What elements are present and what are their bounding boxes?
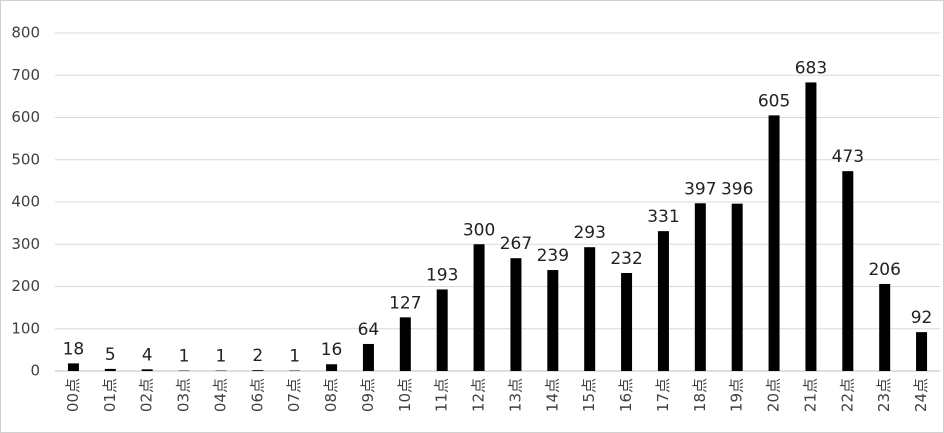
x-tick-label: 00点 xyxy=(64,378,82,412)
x-tick-label: 06点 xyxy=(248,378,266,412)
bar xyxy=(547,270,559,371)
x-tick-label: 14点 xyxy=(543,378,561,412)
x-tick-label: 20点 xyxy=(765,378,783,412)
bar xyxy=(67,363,79,371)
x-tick-label: 12点 xyxy=(470,378,488,412)
value-label: 300 xyxy=(463,220,495,240)
value-label: 473 xyxy=(832,147,864,167)
bar xyxy=(768,115,780,371)
y-tick-label: 600 xyxy=(11,108,40,126)
bar xyxy=(104,368,116,371)
y-tick-label: 300 xyxy=(11,235,40,253)
x-tick-label: 07点 xyxy=(285,378,303,412)
x-tick-label: 08点 xyxy=(322,378,340,412)
y-tick-label: 100 xyxy=(11,319,40,337)
x-tick-label: 03点 xyxy=(175,378,193,412)
x-tick-label: 17点 xyxy=(654,378,672,412)
x-tick-label: 21点 xyxy=(801,378,819,412)
y-tick-label: 700 xyxy=(11,66,40,84)
value-label: 127 xyxy=(389,293,421,313)
x-tick-label: 19点 xyxy=(728,378,746,412)
bar xyxy=(731,203,743,371)
y-tick-label: 500 xyxy=(11,150,40,168)
y-tick-label: 800 xyxy=(11,24,40,42)
bar xyxy=(473,244,485,371)
bar xyxy=(621,272,633,371)
value-label: 293 xyxy=(573,223,605,243)
value-label: 64 xyxy=(358,320,380,340)
y-tick-label: 200 xyxy=(11,277,40,295)
bar xyxy=(252,370,264,371)
bar xyxy=(842,171,854,371)
x-tick-label: 15点 xyxy=(580,378,598,412)
bar xyxy=(657,231,669,371)
value-label: 232 xyxy=(610,249,642,269)
value-label: 239 xyxy=(537,246,569,266)
value-label: 267 xyxy=(500,234,532,254)
y-tick-label: 0 xyxy=(30,362,40,380)
x-tick-label: 11点 xyxy=(433,378,451,412)
bar xyxy=(879,283,891,371)
value-label: 1 xyxy=(216,347,227,367)
x-tick-label: 22点 xyxy=(838,378,856,412)
x-tick-label: 01点 xyxy=(101,378,119,412)
x-tick-label: 10点 xyxy=(396,378,414,412)
value-label: 1 xyxy=(289,347,300,367)
value-label: 4 xyxy=(142,345,153,365)
x-tick-label: 04点 xyxy=(211,378,229,412)
x-tick-label: 23点 xyxy=(875,378,893,412)
bar xyxy=(141,369,153,371)
bar xyxy=(362,343,374,371)
bar xyxy=(805,82,817,372)
bar xyxy=(510,258,522,371)
value-label: 683 xyxy=(795,58,827,78)
value-label: 18 xyxy=(63,339,85,359)
bar xyxy=(694,203,706,371)
x-tick-label: 18点 xyxy=(691,378,709,412)
value-label: 5 xyxy=(105,345,116,365)
value-label: 397 xyxy=(684,179,716,199)
y-tick-label: 400 xyxy=(11,193,40,211)
x-tick-label: 24点 xyxy=(912,378,930,412)
x-tick-label: 13点 xyxy=(506,378,524,412)
x-tick-label: 02点 xyxy=(138,378,156,412)
value-label: 1 xyxy=(179,347,190,367)
value-label: 396 xyxy=(721,180,753,200)
value-label: 193 xyxy=(426,265,458,285)
value-label: 16 xyxy=(321,340,343,360)
value-label: 2 xyxy=(252,346,263,366)
bar xyxy=(326,364,338,371)
value-label: 92 xyxy=(911,308,933,328)
bar xyxy=(436,289,448,371)
bar xyxy=(916,332,928,371)
value-label: 605 xyxy=(758,91,790,111)
value-label: 206 xyxy=(868,260,900,280)
bar xyxy=(399,317,411,371)
value-label: 331 xyxy=(647,207,679,227)
x-tick-label: 09点 xyxy=(359,378,377,412)
bar xyxy=(584,247,596,371)
x-tick-label: 16点 xyxy=(617,378,635,412)
